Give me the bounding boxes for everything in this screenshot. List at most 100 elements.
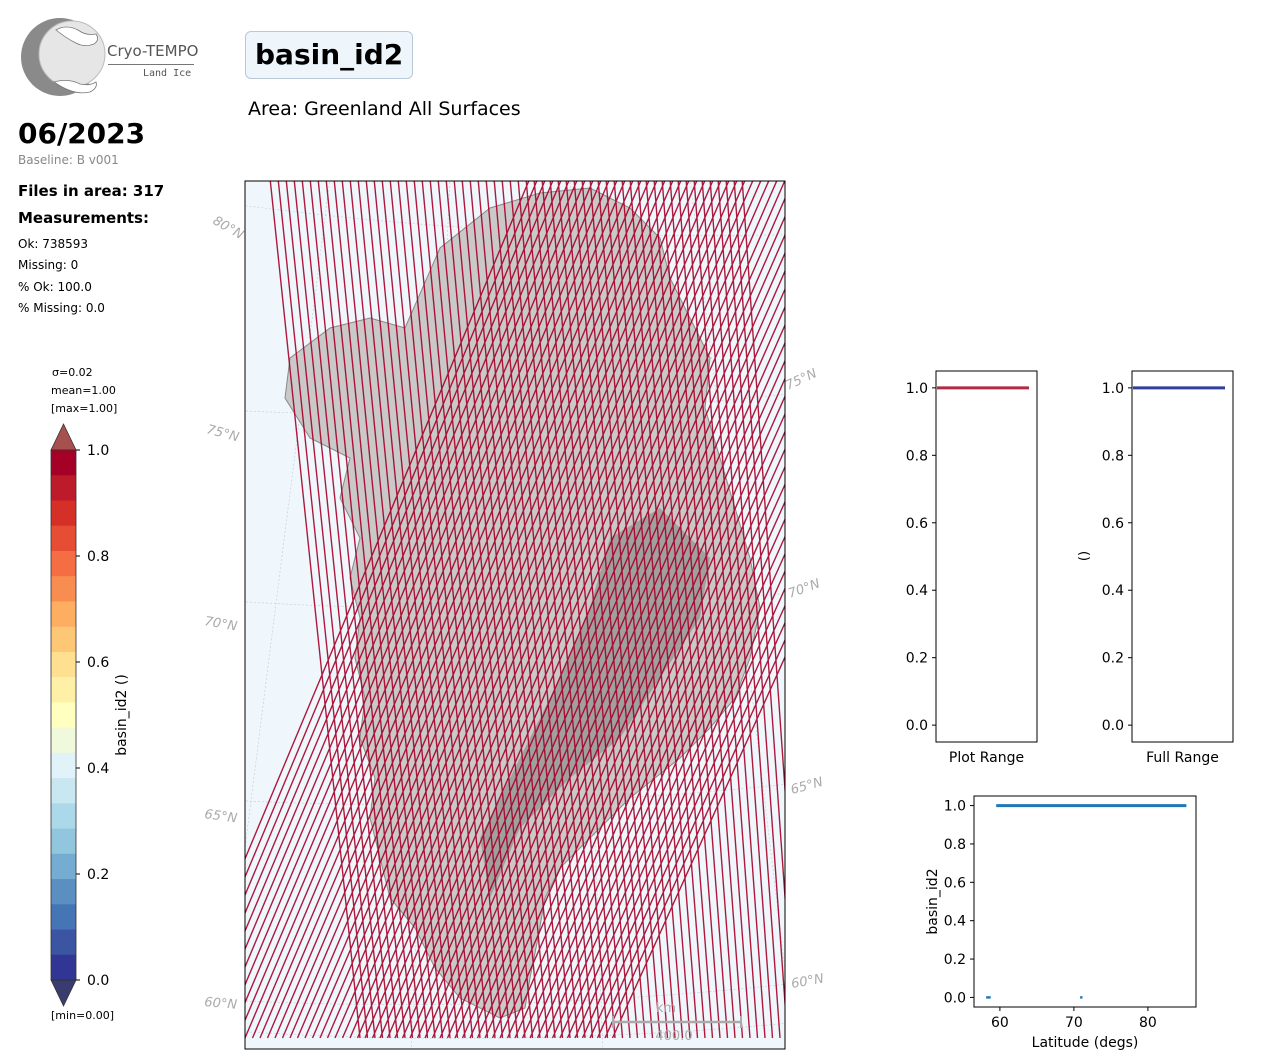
colorbar-min-extend xyxy=(50,979,77,1007)
x-tick-label: 60 xyxy=(991,1015,1009,1031)
data-point xyxy=(988,996,991,999)
colorbar-label: basin_id2 () xyxy=(114,674,130,756)
y-tick-label: 0.8 xyxy=(944,837,966,853)
lat-label: 60°N xyxy=(204,995,238,1013)
colorbar-tick-label: 0.6 xyxy=(87,655,109,671)
date-heading: 06/2023 xyxy=(18,117,146,150)
map-border xyxy=(244,180,786,1050)
lat-label: 75°N xyxy=(205,422,241,445)
data-point xyxy=(986,996,989,999)
cryo-tempo-logo xyxy=(21,18,106,96)
y-tick-label: 0.6 xyxy=(944,875,966,891)
colorbar-segment xyxy=(51,677,76,703)
colorbar-sigma: σ=0.02 xyxy=(52,366,93,379)
colorbar-segment xyxy=(51,929,76,956)
logo-title: Cryo-TEMPO xyxy=(107,42,199,60)
y-tick-label: 0.0 xyxy=(944,990,966,1006)
colorbar-segment xyxy=(51,954,76,981)
y-axis-label: () xyxy=(1077,551,1092,561)
y-tick-label: 0.0 xyxy=(906,718,928,734)
colorbar-segment xyxy=(51,450,76,476)
plot-range-chart: 0.0 0.2 0.4 0.6 0.8 1.0 Plot Range xyxy=(906,370,1038,766)
colorbar-segment xyxy=(51,828,76,855)
lat-label: 65°N xyxy=(203,807,238,826)
variable-title: basin_id2 xyxy=(245,31,414,79)
measurements-heading: Measurements: xyxy=(18,209,149,227)
satellite-tracks xyxy=(245,181,785,1039)
colorbar-segment xyxy=(51,601,76,628)
colorbar-segment xyxy=(51,525,76,552)
track-lines xyxy=(245,181,785,1039)
colorbar-tick-label: 0.8 xyxy=(87,549,109,565)
logo-subtitle: Land Ice xyxy=(143,68,192,79)
colorbar-max-extend xyxy=(50,423,77,451)
logo-divider xyxy=(108,64,194,65)
colorbar-segment xyxy=(51,853,76,880)
y-tick-label: 0.2 xyxy=(944,952,966,968)
y-tick-label: 1.0 xyxy=(1102,381,1124,397)
lat-label: 75°N xyxy=(783,366,819,394)
ok-count: Ok: 738593 xyxy=(18,237,89,251)
colorbar-segment xyxy=(51,904,76,931)
y-tick-label: 0.2 xyxy=(906,651,928,667)
chart-frame xyxy=(1131,370,1234,743)
x-axis-label: Latitude (degs) xyxy=(1032,1035,1139,1051)
colorbar-segment xyxy=(51,500,76,527)
lat-label: 70°N xyxy=(786,576,822,601)
y-axis-label: basin_id2 xyxy=(925,868,941,934)
full-range-chart: 0.0 0.2 0.4 0.6 0.8 1.0 Full Range () xyxy=(1077,370,1234,766)
colorbar-segment xyxy=(51,778,76,804)
colorbar-segment xyxy=(51,576,76,602)
y-tick-label: 0.4 xyxy=(906,583,928,599)
y-tick-label: 0.2 xyxy=(1102,651,1124,667)
y-tick-label: 0.4 xyxy=(944,914,966,930)
colorbar-tick-label: 0.0 xyxy=(87,973,109,989)
scalebar-value: 400.0 xyxy=(655,1029,692,1044)
colorbar-segment xyxy=(51,475,76,501)
y-tick-label: 1.0 xyxy=(944,799,966,815)
y-tick-label: 1.0 xyxy=(906,381,928,397)
colorbar-segment xyxy=(51,651,76,678)
lat-label: 70°N xyxy=(203,614,238,635)
lat-label: 80°N xyxy=(210,213,246,243)
y-tick-label: 0.4 xyxy=(1102,583,1124,599)
data-point xyxy=(1080,996,1083,999)
y-tick-label: 0.8 xyxy=(906,448,928,464)
greenland-map: 80°N 75°N 75°N 70°N 70°N 65°N 65°N 60°N … xyxy=(203,180,825,1050)
chart-frame xyxy=(973,795,1197,1008)
chart-frame xyxy=(935,370,1038,743)
colorbar-outline xyxy=(50,449,77,981)
colorbar-segment xyxy=(51,879,76,905)
x-axis-label: Full Range xyxy=(1146,750,1219,766)
scalebar-unit: km xyxy=(656,1001,676,1016)
colorbar-tick-label: 0.2 xyxy=(87,867,109,883)
x-tick-label: 70 xyxy=(1065,1015,1083,1031)
y-tick-label: 0.0 xyxy=(1102,718,1124,734)
area-subtitle: Area: Greenland All Surfaces xyxy=(248,98,521,120)
colorbar-segment xyxy=(51,550,76,577)
colorbar-tick-label: 1.0 xyxy=(87,443,109,459)
x-tick-label: 80 xyxy=(1139,1015,1157,1031)
colorbar-segment xyxy=(51,803,76,830)
graticule-line xyxy=(245,181,330,851)
files-in-area: Files in area: 317 xyxy=(18,182,165,200)
pct-missing: % Missing: 0.0 xyxy=(18,301,105,315)
colorbar: 1.0 0.8 0.6 0.4 0.2 0.0 basin_id2 () xyxy=(50,423,130,1007)
lat-label: 65°N xyxy=(789,775,825,798)
colorbar-tick-label: 0.4 xyxy=(87,761,109,777)
lat-label: 60°N xyxy=(790,971,825,992)
colorbar-segment xyxy=(51,702,76,729)
colorbar-segment xyxy=(51,752,76,779)
y-tick-label: 0.6 xyxy=(906,516,928,532)
y-tick-label: 0.6 xyxy=(1102,516,1124,532)
missing-count: Missing: 0 xyxy=(18,258,79,272)
colorbar-segment xyxy=(51,727,76,754)
colorbar-mean: mean=1.00 xyxy=(51,384,116,397)
y-tick-label: 0.8 xyxy=(1102,448,1124,464)
colorbar-segment xyxy=(51,626,76,653)
colorbar-max: [max=1.00] xyxy=(51,402,118,415)
pct-ok: % Ok: 100.0 xyxy=(18,280,92,294)
colorbar-min: [min=0.00] xyxy=(51,1009,115,1022)
baseline-text: Baseline: B v001 xyxy=(18,153,119,167)
